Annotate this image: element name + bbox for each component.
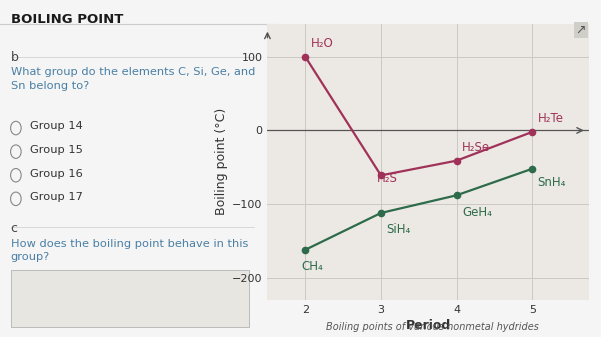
Text: BOILING POINT: BOILING POINT: [11, 13, 123, 27]
Text: SnH₄: SnH₄: [537, 176, 566, 189]
Text: Group 16: Group 16: [31, 168, 83, 179]
X-axis label: Period: Period: [406, 319, 451, 332]
Text: Group 15: Group 15: [31, 145, 84, 155]
Y-axis label: Boiling point (°C): Boiling point (°C): [215, 108, 228, 215]
Text: CH₄: CH₄: [302, 260, 323, 273]
Text: Group 17: Group 17: [31, 192, 84, 202]
Text: c: c: [11, 222, 17, 236]
Text: H₂Se: H₂Se: [462, 141, 490, 154]
FancyBboxPatch shape: [11, 270, 249, 327]
Text: H₂O: H₂O: [311, 37, 334, 50]
Text: SiH₄: SiH₄: [386, 223, 410, 236]
Text: Boiling points of various nonmetal hydrides: Boiling points of various nonmetal hydri…: [326, 322, 539, 332]
Text: ↗: ↗: [576, 24, 586, 37]
Text: b: b: [11, 51, 19, 64]
Text: H₂S: H₂S: [377, 172, 398, 185]
Text: H₂Te: H₂Te: [537, 112, 564, 125]
Text: What group do the elements C, Si, Ge, and
Sn belong to?: What group do the elements C, Si, Ge, an…: [11, 67, 255, 91]
Text: Group 14: Group 14: [31, 121, 83, 131]
Text: How does the boiling point behave in this
group?: How does the boiling point behave in thi…: [11, 239, 248, 263]
Text: GeH₄: GeH₄: [462, 206, 492, 219]
